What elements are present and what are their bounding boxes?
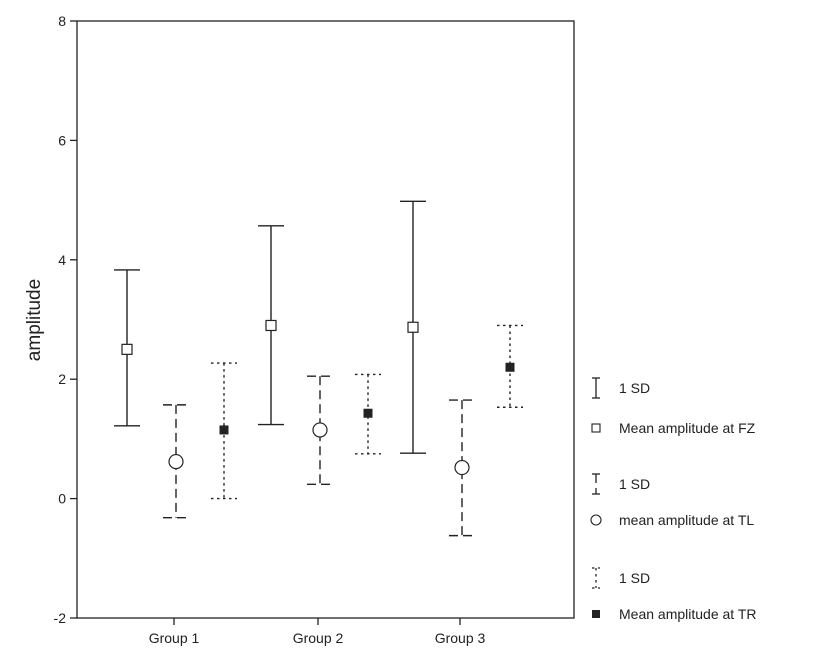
x-tick-label: Group 3 xyxy=(435,630,486,646)
mean-marker-filled-square xyxy=(219,425,229,435)
legend-sd-symbol xyxy=(592,377,600,399)
legend-sd-label: 1 SD xyxy=(619,570,650,586)
y-axis-label: amplitude xyxy=(24,279,45,361)
legend-series-label: mean amplitude at TL xyxy=(619,512,754,528)
legend-filled-square-icon xyxy=(592,610,600,618)
legend-sd-symbol xyxy=(592,567,600,589)
error-bar xyxy=(307,375,333,485)
mean-markers xyxy=(121,319,515,476)
error-bars xyxy=(114,200,523,537)
legend-series-label: Mean amplitude at TR xyxy=(619,606,756,622)
legend-circle-icon xyxy=(590,514,602,526)
x-tick-label: Group 2 xyxy=(293,630,344,646)
legend-series-label: Mean amplitude at FZ xyxy=(619,420,756,436)
mean-marker-filled-square xyxy=(505,362,515,372)
mean-marker-square xyxy=(265,319,277,332)
y-tick-label: 8 xyxy=(58,13,66,29)
mean-marker-circle xyxy=(168,453,184,470)
legend-sd-symbol xyxy=(592,473,600,495)
error-bar xyxy=(355,373,381,455)
mean-marker-square xyxy=(121,343,133,355)
y-tick-label: 4 xyxy=(58,252,66,268)
y-tick-label: 6 xyxy=(58,132,66,148)
plot-frame xyxy=(76,20,575,619)
error-bar xyxy=(449,399,475,537)
mean-marker-filled-square xyxy=(363,408,373,418)
legend: 1 SD Mean amplitude at FZ 1 SD mean amplitu… xyxy=(590,377,756,622)
mean-marker-circle xyxy=(312,422,328,438)
x-tick-label: Group 1 xyxy=(149,630,200,646)
legend-sd-label: 1 SD xyxy=(619,380,650,396)
legend-square-icon xyxy=(591,423,601,433)
y-tick-label: 0 xyxy=(58,491,66,507)
mean-marker-square xyxy=(407,321,419,333)
y-tick-label: 2 xyxy=(58,371,66,387)
x-axis: Group 1 Group 2 Group 3 xyxy=(149,618,486,646)
y-tick-label: -2 xyxy=(54,610,67,626)
mean-marker-circle xyxy=(454,459,470,476)
error-bar xyxy=(497,324,523,408)
y-axis: -2 0 2 4 6 8 xyxy=(54,13,77,626)
legend-sd-label: 1 SD xyxy=(619,476,650,492)
